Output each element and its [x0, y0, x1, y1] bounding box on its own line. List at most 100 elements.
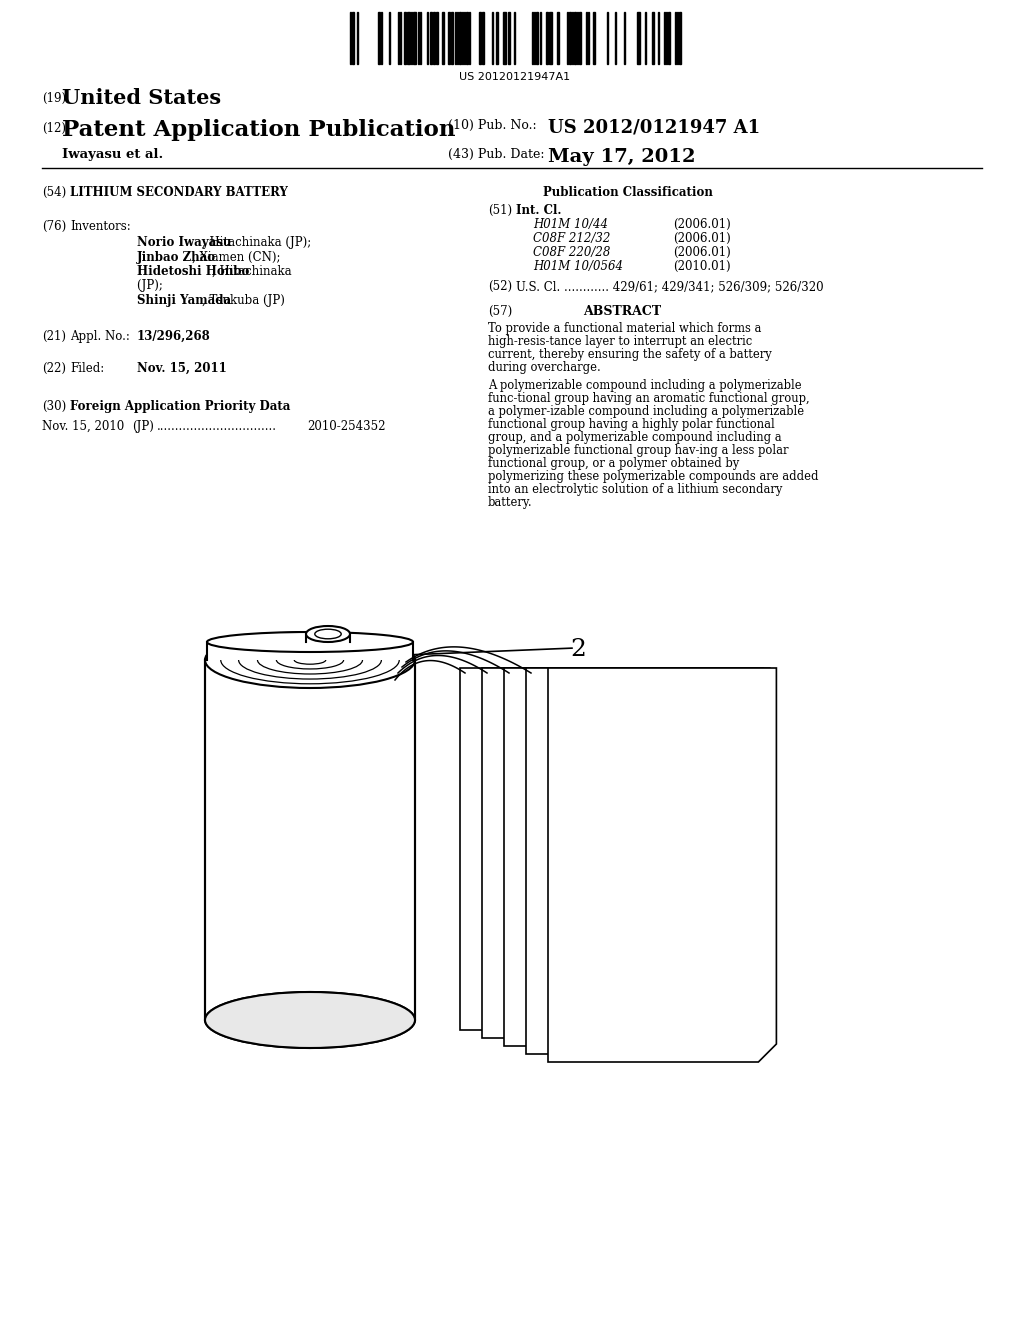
- Text: (2010.01): (2010.01): [673, 260, 731, 273]
- Bar: [479, 12, 481, 63]
- Text: (2006.01): (2006.01): [673, 218, 731, 231]
- Text: functional group having a highly polar functional: functional group having a highly polar f…: [488, 418, 775, 432]
- Text: 1: 1: [710, 850, 724, 873]
- Bar: [637, 12, 640, 63]
- Text: H01M 10/0564: H01M 10/0564: [534, 260, 623, 273]
- Bar: [449, 12, 450, 63]
- Text: H01M 10/44: H01M 10/44: [534, 218, 608, 231]
- Polygon shape: [526, 668, 770, 1053]
- Ellipse shape: [207, 632, 413, 652]
- Text: (2006.01): (2006.01): [673, 246, 731, 259]
- Text: Shinji Yamada: Shinji Yamada: [137, 294, 231, 308]
- Bar: [466, 12, 468, 63]
- Bar: [569, 12, 571, 63]
- Text: 13/296,268: 13/296,268: [137, 330, 211, 343]
- Text: (52): (52): [488, 280, 512, 293]
- Text: (JP);: (JP);: [137, 280, 167, 293]
- Bar: [451, 12, 453, 63]
- Text: battery.: battery.: [488, 496, 532, 510]
- Bar: [679, 12, 681, 63]
- Bar: [459, 12, 461, 63]
- Bar: [482, 12, 484, 63]
- Text: Hidetoshi Honbo: Hidetoshi Honbo: [137, 265, 250, 279]
- Text: ABSTRACT: ABSTRACT: [583, 305, 662, 318]
- Bar: [652, 12, 654, 63]
- Text: high-resis-tance layer to interrupt an electric: high-resis-tance layer to interrupt an e…: [488, 335, 753, 348]
- Text: polymerizable functional group hav-ing a less polar: polymerizable functional group hav-ing a…: [488, 444, 788, 457]
- Text: U.S. Cl. ............ 429/61; 429/341; 526/309; 526/320: U.S. Cl. ............ 429/61; 429/341; 5…: [516, 280, 823, 293]
- Bar: [433, 12, 435, 63]
- Bar: [549, 12, 552, 63]
- Text: functional group, or a polymer obtained by: functional group, or a polymer obtained …: [488, 457, 739, 470]
- Text: into an electrolytic solution of a lithium secondary: into an electrolytic solution of a lithi…: [488, 483, 782, 496]
- Text: (19): (19): [42, 92, 67, 106]
- Text: 2: 2: [570, 638, 586, 661]
- Polygon shape: [548, 668, 776, 1063]
- Bar: [378, 12, 380, 63]
- Text: 2010-254352: 2010-254352: [307, 420, 385, 433]
- Bar: [536, 12, 538, 63]
- Bar: [404, 12, 406, 63]
- Text: United States: United States: [62, 88, 221, 108]
- Bar: [442, 12, 444, 63]
- Polygon shape: [460, 668, 750, 1030]
- Text: (51): (51): [488, 205, 512, 216]
- Text: (2006.01): (2006.01): [673, 232, 731, 246]
- Text: during overcharge.: during overcharge.: [488, 360, 601, 374]
- Bar: [546, 12, 548, 63]
- Text: C08F 220/28: C08F 220/28: [534, 246, 610, 259]
- Bar: [413, 12, 416, 63]
- Bar: [668, 12, 670, 63]
- Ellipse shape: [205, 632, 415, 688]
- Text: current, thereby ensuring the safety of a battery: current, thereby ensuring the safety of …: [488, 348, 772, 360]
- Text: group, and a polymerizable compound including a: group, and a polymerizable compound incl…: [488, 432, 781, 444]
- Text: Inventors:: Inventors:: [70, 220, 131, 234]
- Text: , Tsukuba (JP): , Tsukuba (JP): [202, 294, 285, 308]
- Bar: [579, 12, 581, 63]
- Text: Publication Classification: Publication Classification: [543, 186, 713, 199]
- Polygon shape: [207, 642, 413, 660]
- Text: Jinbao Zhao: Jinbao Zhao: [137, 251, 216, 264]
- Bar: [407, 12, 410, 63]
- Text: (54): (54): [42, 186, 67, 199]
- Text: (12): (12): [42, 121, 66, 135]
- Text: To provide a functional material which forms a: To provide a functional material which f…: [488, 322, 762, 335]
- Bar: [436, 12, 438, 63]
- Polygon shape: [205, 660, 415, 1020]
- Polygon shape: [482, 668, 757, 1038]
- Text: Iwayasu et al.: Iwayasu et al.: [62, 148, 163, 161]
- Text: ................................: ................................: [157, 420, 278, 433]
- Bar: [496, 12, 498, 63]
- Text: (57): (57): [488, 305, 512, 318]
- Text: Nov. 15, 2011: Nov. 15, 2011: [137, 362, 226, 375]
- Bar: [430, 12, 432, 63]
- Text: , Hitachinaka (JP);: , Hitachinaka (JP);: [202, 236, 311, 249]
- Text: , Hitachinaka: , Hitachinaka: [212, 265, 292, 279]
- Bar: [508, 12, 510, 63]
- Text: a polymer-izable compound including a polymerizable: a polymer-izable compound including a po…: [488, 405, 804, 418]
- Text: , Xiamen (CN);: , Xiamen (CN);: [193, 251, 281, 264]
- Text: (30): (30): [42, 400, 67, 413]
- Bar: [503, 12, 506, 63]
- Bar: [593, 12, 595, 63]
- Text: Nov. 15, 2010: Nov. 15, 2010: [42, 420, 124, 433]
- Text: C08F 212/32: C08F 212/32: [534, 232, 610, 246]
- Bar: [574, 12, 575, 63]
- Text: polymerizing these polymerizable compounds are added: polymerizing these polymerizable compoun…: [488, 470, 818, 483]
- Text: May 17, 2012: May 17, 2012: [548, 148, 695, 166]
- Bar: [557, 12, 559, 63]
- Bar: [352, 12, 354, 63]
- Polygon shape: [504, 668, 763, 1045]
- Text: (JP): (JP): [132, 420, 154, 433]
- Text: US 20120121947A1: US 20120121947A1: [460, 73, 570, 82]
- Text: Appl. No.:: Appl. No.:: [70, 330, 130, 343]
- Text: Foreign Application Priority Data: Foreign Application Priority Data: [70, 400, 291, 413]
- Text: Int. Cl.: Int. Cl.: [516, 205, 561, 216]
- Ellipse shape: [306, 626, 350, 642]
- Text: (76): (76): [42, 220, 67, 234]
- Text: A polymerizable compound including a polymerizable: A polymerizable compound including a pol…: [488, 379, 802, 392]
- Text: Patent Application Publication: Patent Application Publication: [62, 119, 456, 141]
- Text: 3: 3: [660, 682, 674, 704]
- Text: (21): (21): [42, 330, 66, 343]
- Polygon shape: [306, 634, 350, 642]
